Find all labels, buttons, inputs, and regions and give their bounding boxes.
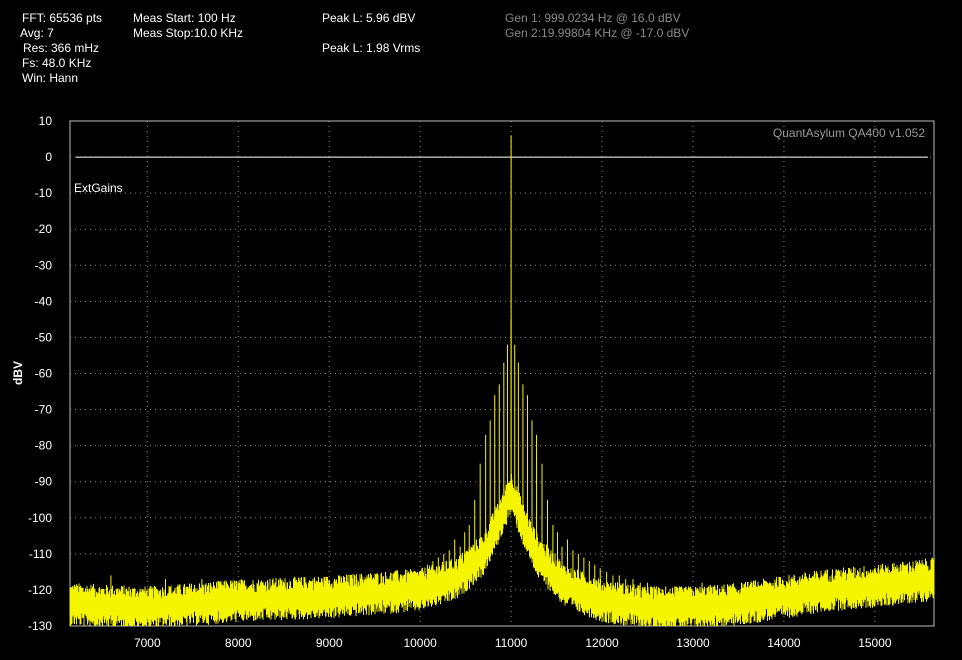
y-tick-label: -70 [35,403,53,417]
fft-size-label: FFT: 65536 pts [22,11,103,25]
resolution-label: Res: 366 mHz [23,41,100,55]
x-tick-label: 9000 [316,636,343,650]
x-tick-label: 13000 [676,636,710,650]
x-tick-label: 15000 [858,636,892,650]
x-tick-label: 14000 [767,636,801,650]
generator-2-label: Gen 2:19.99804 KHz @ -17.0 dBV [505,26,690,40]
y-tick-label: -20 [35,222,53,236]
y-tick-label: 10 [39,114,53,128]
y-tick-label: -10 [35,186,53,200]
averages-label: Avg: 7 [20,26,54,40]
x-tick-label: 12000 [585,636,619,650]
generator-1-label: Gen 1: 999.0234 Hz @ 16.0 dBV [505,11,681,25]
spectrum-trace [69,135,935,626]
y-tick-label: -30 [35,258,53,272]
plot-frame [69,120,935,627]
x-tick-label: 8000 [225,636,252,650]
y-axis-label: dBV [11,361,25,385]
peak-dbv-label: Peak L: 5.96 dBV [322,11,416,25]
x-tick-label: 11000 [495,636,528,650]
y-tick-label: -110 [29,547,52,561]
y-tick-label: -120 [28,583,52,597]
sample-rate-label: Fs: 48.0 KHz [22,56,92,70]
y-tick-label: -100 [28,511,52,525]
x-tick-label: 7000 [134,636,161,650]
y-tick-label: -130 [28,619,52,633]
tick-labels: 10 0 -10 -20 -30 -40 -50 -60 -70 -80 -90 -100 -110 -1… [28,114,892,650]
y-tick-label: -80 [35,439,53,453]
extgains-annotation: ExtGains [74,181,123,195]
watermark-text: QuantAsylum QA400 v1.052 [773,126,925,140]
window-label: Win: Hann [22,71,79,85]
y-tick-label: -90 [35,475,53,489]
y-tick-label: 0 [45,150,52,164]
meas-stop-label: Meas Stop:10.0 KHz [133,26,244,40]
y-tick-label: -50 [35,330,53,344]
y-tick-label: -40 [35,294,53,308]
x-tick-label: 10000 [403,636,437,650]
y-tick-label: -60 [35,367,53,381]
grid [70,120,934,627]
peak-vrms-label: Peak L: 1.98 Vrms [322,41,421,55]
meas-start-label: Meas Start: 100 Hz [133,11,236,25]
noise-floor-band [69,474,935,626]
